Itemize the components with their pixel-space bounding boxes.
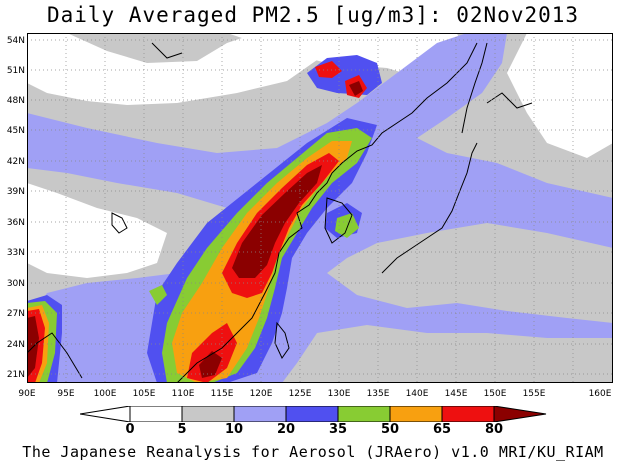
colorbar-cell-35-50 [337,406,391,422]
lat-label: 30N [6,279,25,289]
lon-label: 135E [366,389,390,399]
colorbar-label: 20 [276,422,296,437]
lat-label: 45N [6,126,25,136]
lat-label: 51N [6,66,25,76]
lat-label: 36N [6,218,25,228]
colorbar-label: 50 [380,422,400,437]
lon-label: 140E [405,389,429,399]
lon-label: 105E [132,389,156,399]
colorbar-label: 10 [224,422,244,437]
coastlines [27,42,533,383]
colorbar-cell-50-65 [389,406,443,422]
colorbar-arrow-high [493,406,547,422]
pm25-map [27,33,613,383]
lon-label: 130E [327,389,351,399]
lat-label: 39N [6,187,25,197]
lon-label: 150E [483,389,507,399]
map-frame [27,33,613,383]
lon-label: 110E [171,389,195,399]
footer-credit: The Japanese Reanalysis for Aerosol (JRA… [22,443,604,461]
lon-label: 120E [249,389,273,399]
lat-label: 33N [6,248,25,258]
lon-label: 90E [18,389,36,399]
colorbar-label: 5 [177,422,187,437]
lon-label: 145E [444,389,468,399]
lat-label: 24N [6,340,25,350]
colorbar-cell-20-35 [285,406,339,422]
lat-label: 48N [6,96,25,106]
lon-label: 160E [588,389,612,399]
lon-label: 115E [210,389,234,399]
colorbar [80,406,547,422]
lon-label: 155E [522,389,546,399]
colorbar-label: 80 [484,422,504,437]
colorbar-cell-65-80 [441,406,495,422]
colorbar-cell-10-20 [233,406,287,422]
lat-label: 27N [6,309,25,319]
lon-label: 125E [288,389,312,399]
colorbar-cell-5-10 [181,406,235,422]
lon-label: 100E [93,389,117,399]
colorbar-label: 65 [432,422,452,437]
graticule [27,33,613,383]
lon-label: 95E [57,389,75,399]
colorbar-label: 35 [328,422,348,437]
lat-label: 42N [6,157,25,167]
colorbar-cell-0-5 [129,406,183,422]
lat-label: 54N [6,36,25,46]
lat-label: 21N [6,370,25,380]
colorbar-arrow-low [80,406,131,422]
map-title: Daily Averaged PM2.5 [ug/m3]: 02Nov2013 [46,3,580,27]
colorbar-label: 0 [125,422,135,437]
